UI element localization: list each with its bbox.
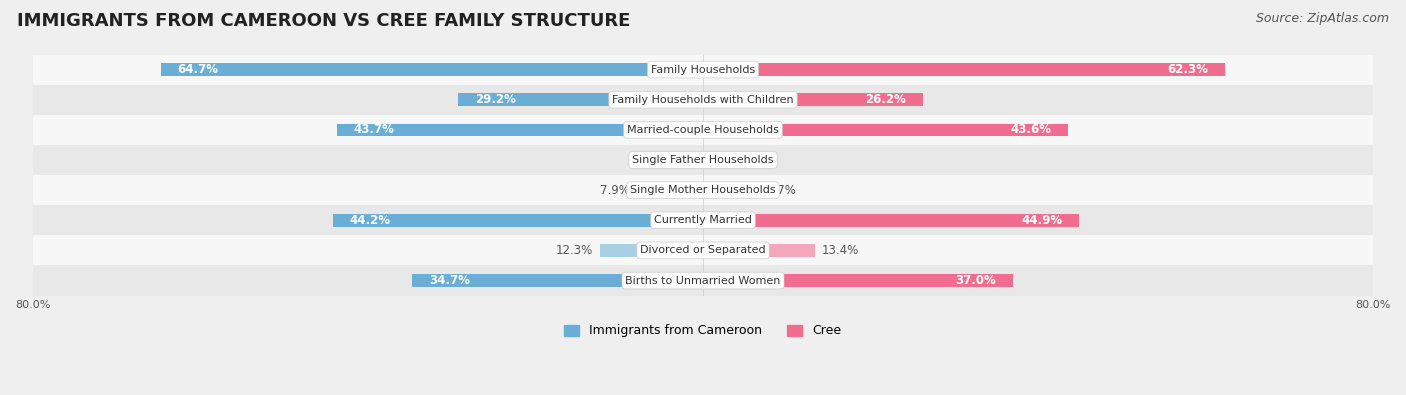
Text: 26.2%: 26.2%	[865, 93, 905, 106]
Text: 43.7%: 43.7%	[353, 123, 395, 136]
Bar	[32, 235, 1374, 265]
Bar	[32, 205, 1374, 235]
Bar	[703, 244, 815, 257]
Bar	[637, 184, 703, 196]
Bar	[600, 244, 703, 257]
Bar	[703, 93, 922, 106]
Bar	[703, 124, 1069, 136]
Bar	[703, 214, 1080, 227]
Text: Family Households: Family Households	[651, 64, 755, 75]
Text: 44.9%: 44.9%	[1021, 214, 1063, 227]
Bar	[32, 85, 1374, 115]
Bar	[703, 154, 727, 166]
Bar	[333, 214, 703, 227]
Text: 12.3%: 12.3%	[555, 244, 593, 257]
Text: 34.7%: 34.7%	[429, 274, 470, 287]
Text: Source: ZipAtlas.com: Source: ZipAtlas.com	[1256, 12, 1389, 25]
Bar	[337, 124, 703, 136]
Bar	[32, 145, 1374, 175]
Text: Single Father Households: Single Father Households	[633, 155, 773, 165]
Text: 2.8%: 2.8%	[733, 154, 763, 167]
Text: 13.4%: 13.4%	[823, 244, 859, 257]
Bar	[160, 63, 703, 76]
Text: Divorced or Separated: Divorced or Separated	[640, 245, 766, 256]
Bar	[703, 184, 759, 196]
Bar	[32, 265, 1374, 295]
Text: Single Mother Households: Single Mother Households	[630, 185, 776, 195]
Text: Family Households with Children: Family Households with Children	[612, 95, 794, 105]
Text: 29.2%: 29.2%	[475, 93, 516, 106]
Bar	[32, 175, 1374, 205]
Text: 6.7%: 6.7%	[766, 184, 796, 197]
Legend: Immigrants from Cameroon, Cree: Immigrants from Cameroon, Cree	[560, 320, 846, 342]
Text: IMMIGRANTS FROM CAMEROON VS CREE FAMILY STRUCTURE: IMMIGRANTS FROM CAMEROON VS CREE FAMILY …	[17, 12, 630, 30]
Text: Married-couple Households: Married-couple Households	[627, 125, 779, 135]
Text: 43.6%: 43.6%	[1011, 123, 1052, 136]
Text: Births to Unmarried Women: Births to Unmarried Women	[626, 276, 780, 286]
Text: 64.7%: 64.7%	[177, 63, 219, 76]
Bar	[32, 115, 1374, 145]
Bar	[458, 93, 703, 106]
Text: 7.9%: 7.9%	[600, 184, 630, 197]
Bar	[682, 154, 703, 166]
Text: Currently Married: Currently Married	[654, 215, 752, 225]
Text: 44.2%: 44.2%	[350, 214, 391, 227]
Bar	[703, 274, 1012, 287]
Bar	[412, 274, 703, 287]
Text: 62.3%: 62.3%	[1167, 63, 1208, 76]
Text: 2.5%: 2.5%	[645, 154, 675, 167]
Bar	[32, 55, 1374, 85]
Bar	[703, 63, 1225, 76]
Text: 37.0%: 37.0%	[956, 274, 997, 287]
